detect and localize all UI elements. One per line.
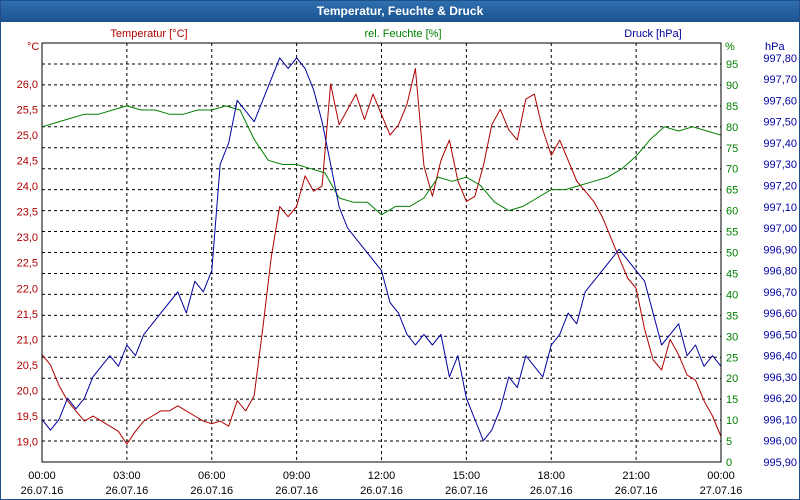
humidity-tick: 5 <box>726 436 732 448</box>
pressure-tick: 996,50 <box>763 329 797 341</box>
pressure-tick: 997,20 <box>763 181 797 193</box>
pressure-tick: 996,40 <box>763 351 797 363</box>
pressure-tick: 996,60 <box>763 308 797 320</box>
temperature-tick: 24,5 <box>17 156 38 168</box>
humidity-tick: 75 <box>726 143 738 155</box>
series-line-humidity <box>41 105 722 216</box>
pressure-tick: 997,30 <box>763 159 797 171</box>
humidity-tick: 35 <box>726 310 738 322</box>
temperature-tick: 19,0 <box>17 437 38 449</box>
humidity-tick: 55 <box>726 227 738 239</box>
x-tick-time: 00:00 <box>28 470 56 482</box>
x-tick-date: 26.07.16 <box>360 485 403 497</box>
humidity-tick: 85 <box>726 101 738 113</box>
x-tick-date: 27.07.16 <box>700 485 743 497</box>
temperature-tick: 25,0 <box>17 130 38 142</box>
series-line-pressure <box>41 57 722 442</box>
pressure-tick: 996,70 <box>763 287 797 299</box>
pressure-tick: 996,00 <box>763 436 797 448</box>
pressure-unit-label: hPa <box>765 41 785 53</box>
humidity-unit-label: % <box>725 41 735 53</box>
pressure-tick: 997,70 <box>763 74 797 86</box>
x-tick-time: 21:00 <box>622 470 650 482</box>
humidity-tick: 45 <box>726 268 738 280</box>
x-tick-date: 26.07.16 <box>21 485 64 497</box>
temperature-tick: 26,0 <box>17 79 38 91</box>
grid-lines <box>42 43 721 462</box>
temperature-tick: 22,5 <box>17 258 38 270</box>
temperature-tick: 22,0 <box>17 283 38 295</box>
x-tick-date: 26.07.16 <box>445 485 488 497</box>
x-tick-time: 00:00 <box>707 470 735 482</box>
x-tick-time: 15:00 <box>453 470 481 482</box>
temperature-tick: 21,0 <box>17 334 38 346</box>
x-tick-time: 09:00 <box>283 470 311 482</box>
humidity-tick: 25 <box>726 352 738 364</box>
humidity-tick: 30 <box>726 331 738 343</box>
x-tick-time: 06:00 <box>198 470 226 482</box>
pressure-tick: 997,60 <box>763 95 797 107</box>
pressure-tick: 997,50 <box>763 117 797 129</box>
pressure-tick: 996,20 <box>763 393 797 405</box>
humidity-tick: 60 <box>726 206 738 218</box>
x-tick-time: 18:00 <box>537 470 565 482</box>
humidity-tick: 10 <box>726 415 738 427</box>
plot-border <box>41 42 722 463</box>
humidity-tick: 40 <box>726 289 738 301</box>
series-lines <box>41 57 722 445</box>
chart-svg: °C Temperatur [°C] rel. Feuchte [%] % Dr… <box>17 28 797 497</box>
x-tick-date: 26.07.16 <box>105 485 148 497</box>
x-tick-date: 26.07.16 <box>275 485 318 497</box>
temperature-tick: 23,0 <box>17 232 38 244</box>
x-tick-date: 26.07.16 <box>615 485 658 497</box>
temperature-tick: 23,5 <box>17 207 38 219</box>
humidity-tick: 70 <box>726 164 738 176</box>
pressure-tick: 996,30 <box>763 372 797 384</box>
humidity-tick: 0 <box>726 457 732 469</box>
humidity-tick: 95 <box>726 59 738 71</box>
x-tick-time: 03:00 <box>113 470 141 482</box>
pressure-tick: 996,90 <box>763 244 797 256</box>
pressure-axis-label: Druck [hPa] <box>624 28 681 40</box>
x-tick-time: 12:00 <box>368 470 396 482</box>
pressure-tick: 997,00 <box>763 223 797 235</box>
temperature-tick: 19,5 <box>17 411 38 423</box>
temperature-tick: 20,5 <box>17 360 38 372</box>
temperature-unit-label: °C <box>27 41 39 53</box>
pressure-tick: 995,90 <box>763 457 797 469</box>
pressure-tick: 997,80 <box>763 53 797 65</box>
pressure-tick: 996,80 <box>763 266 797 278</box>
temperature-tick: 24,0 <box>17 181 38 193</box>
temperature-tick: 25,5 <box>17 104 38 116</box>
humidity-axis-label: rel. Feuchte [%] <box>364 28 441 40</box>
humidity-tick: 90 <box>726 80 738 92</box>
x-tick-date: 26.07.16 <box>530 485 573 497</box>
humidity-tick: 50 <box>726 248 738 260</box>
humidity-tick: 65 <box>726 185 738 197</box>
temperature-tick: 21,5 <box>17 309 38 321</box>
tick-labels: 00:00 26.07.16 03:00 26.07.16 06:00 26.07.16 0… <box>17 53 797 497</box>
temperature-tick: 20,0 <box>17 385 38 397</box>
pressure-tick: 997,40 <box>763 138 797 150</box>
pressure-tick: 997,10 <box>763 202 797 214</box>
x-tick-date: 26.07.16 <box>190 485 233 497</box>
temperature-axis-label: Temperatur [°C] <box>110 28 187 40</box>
humidity-tick: 80 <box>726 122 738 134</box>
pressure-tick: 996,10 <box>763 414 797 426</box>
humidity-tick: 20 <box>726 373 738 385</box>
series-line-temperature <box>41 68 722 445</box>
humidity-tick: 15 <box>726 394 738 406</box>
chart-title: Temperatur, Feuchte & Druck <box>1 1 799 22</box>
